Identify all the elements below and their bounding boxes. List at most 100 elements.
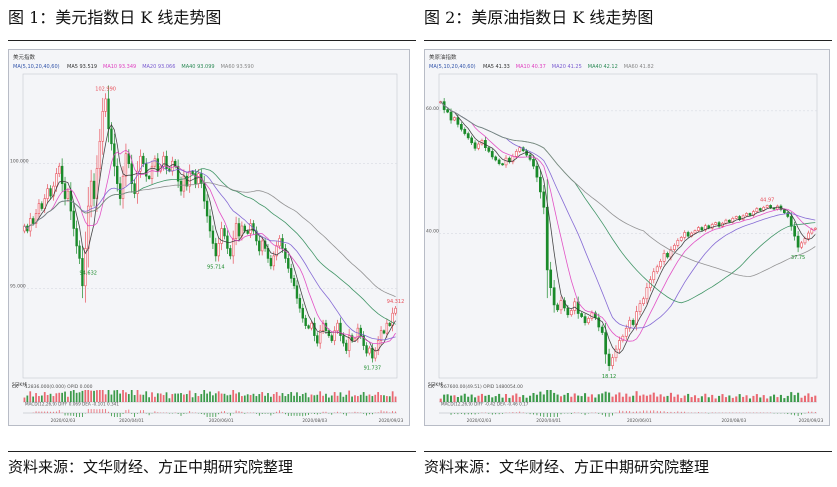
candle-body [278,238,281,247]
macd-bar [608,413,610,417]
volume-bar [119,393,121,402]
candle-body [734,216,738,219]
candle-body [292,278,296,287]
macd-bar [319,413,321,414]
volume-bar [58,392,61,402]
macd-bar [64,413,66,416]
volume-bar [255,396,258,402]
volume-bar [145,391,148,402]
volume-bar [281,393,284,402]
macd-bar [643,410,644,413]
macd-bar [93,409,95,413]
candle-body [179,180,183,192]
candle-body [580,313,583,317]
macd-bar [270,413,272,416]
macd-bar [619,410,620,413]
volume-bar [773,394,776,402]
macd-bar [140,410,141,413]
volume-bar [209,391,211,402]
price-annotation-label: 44.97 [760,198,774,204]
macd-bar [87,409,89,413]
macd-bar [660,411,661,413]
candle-body [758,208,762,211]
volume-bar [632,395,635,402]
volume-bar [494,396,497,402]
macd-bar [529,413,531,415]
x-tick-label: 2020/04/01 [536,418,561,424]
volume-bar [136,390,139,402]
candle-body [765,205,769,208]
macd-bar [546,413,548,417]
candle-body [456,117,460,125]
candle-body [662,253,666,262]
volume-bar [470,394,473,402]
candle-body [449,111,453,121]
volume-bar [125,392,127,402]
volume-bar [539,391,542,402]
candle-body [284,248,287,259]
candle-body [124,153,128,177]
candle-body [313,322,316,336]
macd-bar [357,412,359,413]
volume-readout: 267600.00(49.51) OPID 1480054.00 [441,384,523,390]
volume-bar [659,394,662,402]
volume-bar [666,395,669,402]
candle-body [813,227,817,230]
volume-bar [49,393,52,402]
candle-body [121,175,125,199]
volume-bar [453,395,456,402]
macd-bar [491,413,493,415]
macd-bar [498,413,500,415]
volume-bar [385,396,388,402]
volume-bar [96,390,98,402]
candle-body [89,180,93,207]
candle-body [81,258,84,287]
y-tick-label: 40.00 [426,229,439,235]
candle-body [748,213,752,216]
macd-bar [218,413,220,415]
macd-bar [395,411,396,413]
ma-value-label: MA20 41.25 [552,64,582,70]
macd-bar [125,410,127,413]
macd-bar [58,410,60,413]
volume-bar [501,397,504,402]
candle-body [75,228,78,247]
candle-body [631,319,635,325]
macd-bar [308,413,309,415]
ma-value-label: MA40 93.099 [181,64,214,70]
macd-bar [41,411,43,413]
volume-bar [711,394,714,402]
candle-body [494,156,498,161]
candle-body [185,175,189,187]
macd-bar [314,413,315,414]
volume-bar [229,394,232,402]
volume-bar [35,393,37,402]
volume-bar [380,395,382,402]
candle-body [156,158,160,172]
candle-body [362,335,365,346]
volume-bar [287,394,290,402]
period-label: 5日K线 [12,381,27,388]
macd-bar [128,409,130,413]
macd-bar [35,411,37,413]
candle-body [446,109,449,113]
volume-bar [185,394,188,402]
volume-bar [238,392,240,402]
volume-bar [188,390,191,402]
volume-bar [570,396,573,402]
chart-ticker-label: 美元指数 [13,53,36,61]
volume-bar [553,392,556,402]
macd-bar [241,411,243,413]
figure-2-bottom-rule [424,451,832,452]
macd-bar [797,413,799,417]
volume-bar [148,397,150,402]
figure-2-source: 资料来源：文华财经、方正中期研究院整理 [424,458,710,476]
candle-body [84,248,87,287]
macd-bar [663,411,665,413]
macd-bar [96,409,98,413]
y-tick-label: 60.00 [426,106,439,112]
indicator-label: CK [12,384,19,390]
volume-bar [84,390,87,402]
macd-bar [377,412,379,413]
volume-bar [697,398,700,402]
